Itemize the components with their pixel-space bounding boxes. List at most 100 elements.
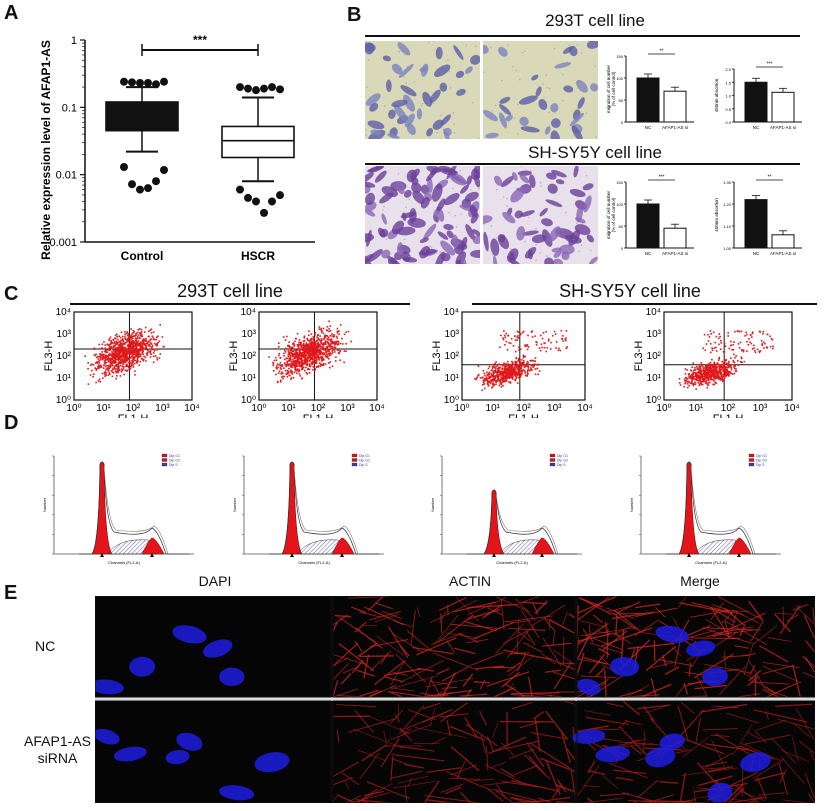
event-dot [741,357,743,360]
cell-blob [365,42,375,55]
event-dot [315,350,318,352]
event-dot [129,345,132,348]
event-dot [518,374,520,376]
event-dot [106,351,109,354]
membrane-pore [483,223,486,225]
actin-filament [501,742,515,756]
event-dot [87,368,89,370]
event-dot [121,354,123,357]
event-dot [505,369,507,372]
event-dot [126,365,128,367]
event-dot [125,357,128,359]
event-dot [501,374,504,376]
actin-filament [392,633,423,653]
event-dot [697,377,700,379]
x-tick-label: 10⁴ [577,403,592,414]
event-dot [328,344,331,347]
event-dot [116,333,118,336]
cell-blob [379,192,394,204]
event-dot [124,337,127,340]
event-dot [712,376,715,378]
event-dot [119,352,122,354]
event-dot [721,376,724,378]
event-dot [114,344,117,346]
event-dot [91,363,93,365]
actin-filament [617,689,643,698]
mini-y-tick-label: 1.20 [723,202,732,207]
event-dot [526,360,529,363]
event-dot [290,364,292,367]
event-dot [715,335,718,338]
actin-filament [380,738,400,768]
event-dot [707,384,710,386]
event-dot [315,362,317,364]
event-dot [566,346,568,348]
actin-filament [486,746,489,771]
event-dot [336,337,339,339]
cell-blob [545,199,563,208]
event-dot [278,354,280,357]
event-dot [123,342,126,345]
cell-blob [437,231,449,240]
event-dot [522,363,525,365]
event-dot [119,350,122,352]
membrane-pore [578,250,580,253]
event-dot [155,338,158,341]
actin-filament [479,711,488,726]
event-dot [724,345,727,347]
legend-swatch [161,462,168,467]
event-dot [720,371,723,374]
actin-filament [712,626,754,635]
mini-bar [663,227,687,249]
event-dot [116,366,119,368]
event-dot [704,349,707,352]
event-dot [127,365,130,367]
event-dot [122,354,124,356]
event-dot [306,359,309,362]
event-dot [336,343,339,346]
cell-blob [444,192,460,206]
event-dot [725,359,727,362]
actin-filament [706,629,753,637]
event-dot [720,378,723,381]
event-dot [712,372,715,375]
event-dot [686,383,689,385]
event-dot [300,356,302,359]
event-dot [119,346,121,349]
event-dot [490,372,492,375]
event-dot [565,339,567,342]
event-dot [310,333,313,335]
event-dot [97,366,99,368]
event-dot [476,376,478,379]
micrograph-293t-nc [365,41,480,139]
event-dot [112,372,115,374]
event-dot [517,337,520,339]
event-dot [761,344,764,347]
event-dot [318,362,321,364]
event-dot [315,360,318,362]
col-label-actin: ACTIN [449,573,491,589]
event-dot [725,372,728,375]
cell-blob [391,220,405,235]
event-dot [702,347,705,350]
event-dot [134,345,136,348]
actin-filament [580,627,637,637]
event-dot [139,332,142,334]
box-control [105,101,179,132]
event-dot [697,367,699,369]
event-dot [137,355,140,358]
event-dot [115,340,118,343]
actin-filament [450,764,478,776]
actin-filament [729,611,738,634]
membrane-pore [511,260,514,263]
event-dot [309,347,311,349]
event-dot [516,330,519,333]
actin-filament [585,716,630,725]
event-dot [296,353,298,356]
event-dot [273,359,276,362]
event-dot [333,349,335,351]
event-dot [706,377,709,379]
mini-ylabel: migration of cell number [606,64,611,113]
event-dot [297,368,299,370]
event-dot [772,347,774,350]
